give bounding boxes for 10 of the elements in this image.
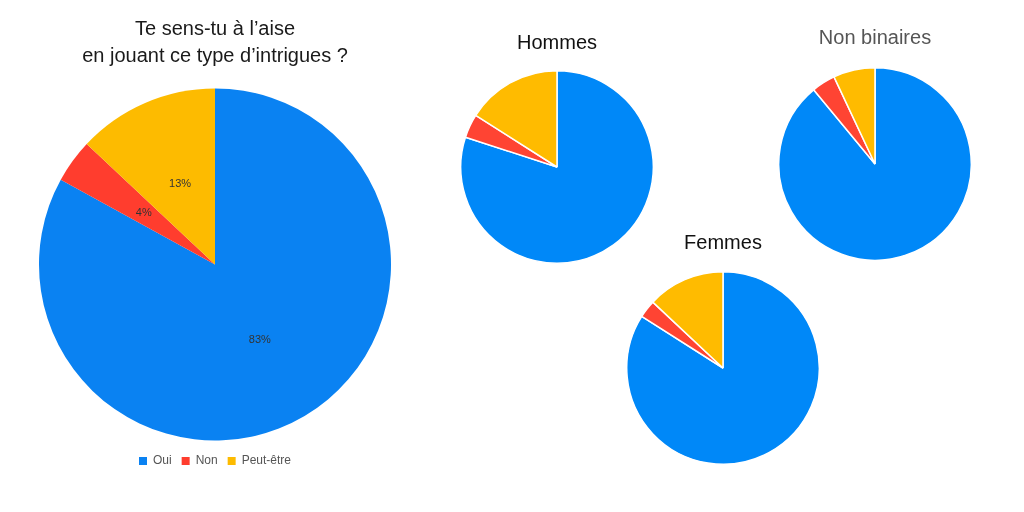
- legend-label: Oui: [152, 453, 172, 468]
- chart-title: Hommes: [516, 30, 598, 53]
- legend-label: Non: [195, 453, 218, 468]
- data-label: 13%: [169, 176, 192, 189]
- chart-title: Non binaires: [818, 25, 932, 48]
- legend-label: Peut-être: [241, 453, 292, 468]
- data-label: 4%: [135, 205, 152, 218]
- chart-title: Femmes: [684, 230, 762, 253]
- data-label: 83%: [248, 333, 272, 346]
- chart-title: Te sens-tu à l’aise en jouant ce type d’intrigues ?: [82, 17, 348, 67]
